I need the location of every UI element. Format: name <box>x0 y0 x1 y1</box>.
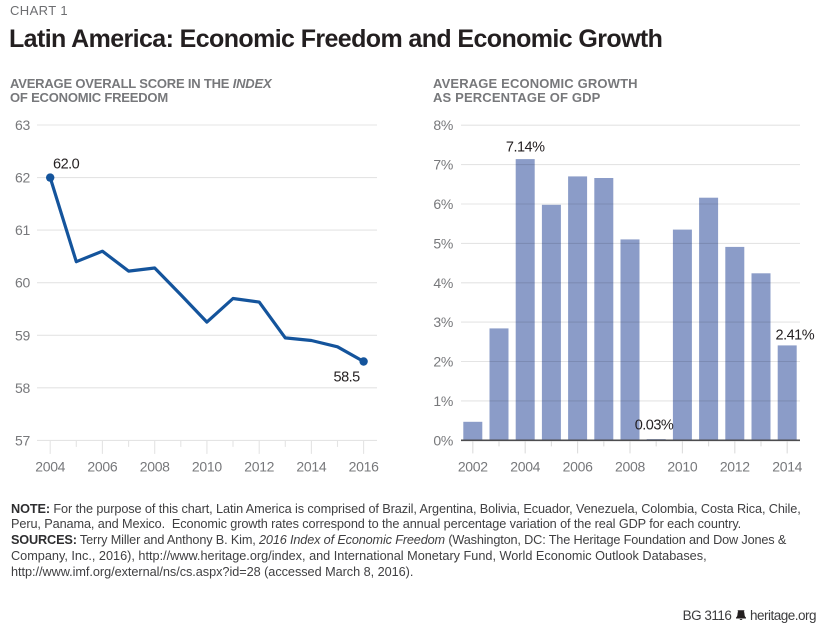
svg-text:2012: 2012 <box>720 459 750 475</box>
svg-text:2008: 2008 <box>140 459 170 475</box>
svg-text:2.41%: 2.41% <box>776 328 815 344</box>
svg-text:58.5: 58.5 <box>334 370 361 386</box>
svg-text:5%: 5% <box>433 235 453 251</box>
svg-text:2004: 2004 <box>35 459 65 475</box>
svg-text:62.0: 62.0 <box>53 157 80 173</box>
svg-text:62: 62 <box>15 170 30 186</box>
svg-text:2014: 2014 <box>772 459 802 475</box>
svg-text:7.14%: 7.14% <box>506 140 545 156</box>
svg-text:2012: 2012 <box>244 459 274 475</box>
svg-text:6%: 6% <box>433 196 453 212</box>
svg-text:4%: 4% <box>433 275 453 291</box>
svg-text:2016: 2016 <box>349 459 379 475</box>
svg-text:3%: 3% <box>433 314 453 330</box>
svg-text:0.03%: 0.03% <box>635 418 674 434</box>
svg-text:8%: 8% <box>433 117 453 133</box>
svg-text:2002: 2002 <box>458 459 488 475</box>
svg-text:2004: 2004 <box>510 459 540 475</box>
svg-text:2006: 2006 <box>87 459 117 475</box>
svg-text:1%: 1% <box>433 393 453 409</box>
svg-text:2010: 2010 <box>192 459 222 475</box>
svg-text:0%: 0% <box>433 432 453 448</box>
svg-text:57: 57 <box>15 432 30 448</box>
svg-text:2010: 2010 <box>667 459 697 475</box>
svg-text:59: 59 <box>15 327 30 343</box>
svg-text:2008: 2008 <box>615 459 645 475</box>
svg-text:58: 58 <box>15 380 30 396</box>
svg-text:60: 60 <box>15 275 30 291</box>
svg-text:2%: 2% <box>433 354 453 370</box>
svg-text:2014: 2014 <box>296 459 326 475</box>
svg-text:2006: 2006 <box>563 459 593 475</box>
svg-text:7%: 7% <box>433 157 453 173</box>
svg-text:63: 63 <box>15 117 30 133</box>
svg-text:61: 61 <box>15 222 30 238</box>
